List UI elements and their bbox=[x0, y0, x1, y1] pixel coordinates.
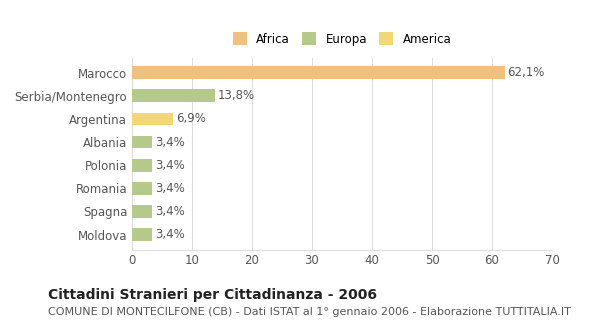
Bar bbox=[132, 205, 152, 218]
Text: 13,8%: 13,8% bbox=[218, 89, 255, 102]
Text: 3,4%: 3,4% bbox=[155, 228, 185, 241]
Text: 3,4%: 3,4% bbox=[155, 136, 185, 148]
Text: 3,4%: 3,4% bbox=[155, 205, 185, 218]
Bar bbox=[132, 228, 152, 241]
Bar bbox=[132, 182, 152, 195]
Text: 3,4%: 3,4% bbox=[155, 182, 185, 195]
Text: 6,9%: 6,9% bbox=[176, 112, 206, 125]
Bar bbox=[132, 159, 152, 172]
Text: 3,4%: 3,4% bbox=[155, 159, 185, 172]
Bar bbox=[132, 113, 173, 125]
Text: 62,1%: 62,1% bbox=[508, 66, 545, 79]
Bar bbox=[132, 90, 215, 102]
Text: COMUNE DI MONTECILFONE (CB) - Dati ISTAT al 1° gennaio 2006 - Elaborazione TUTTI: COMUNE DI MONTECILFONE (CB) - Dati ISTAT… bbox=[48, 307, 571, 317]
Legend: Africa, Europa, America: Africa, Europa, America bbox=[229, 29, 455, 49]
Bar bbox=[132, 66, 505, 79]
Bar bbox=[132, 136, 152, 148]
Text: Cittadini Stranieri per Cittadinanza - 2006: Cittadini Stranieri per Cittadinanza - 2… bbox=[48, 288, 377, 302]
